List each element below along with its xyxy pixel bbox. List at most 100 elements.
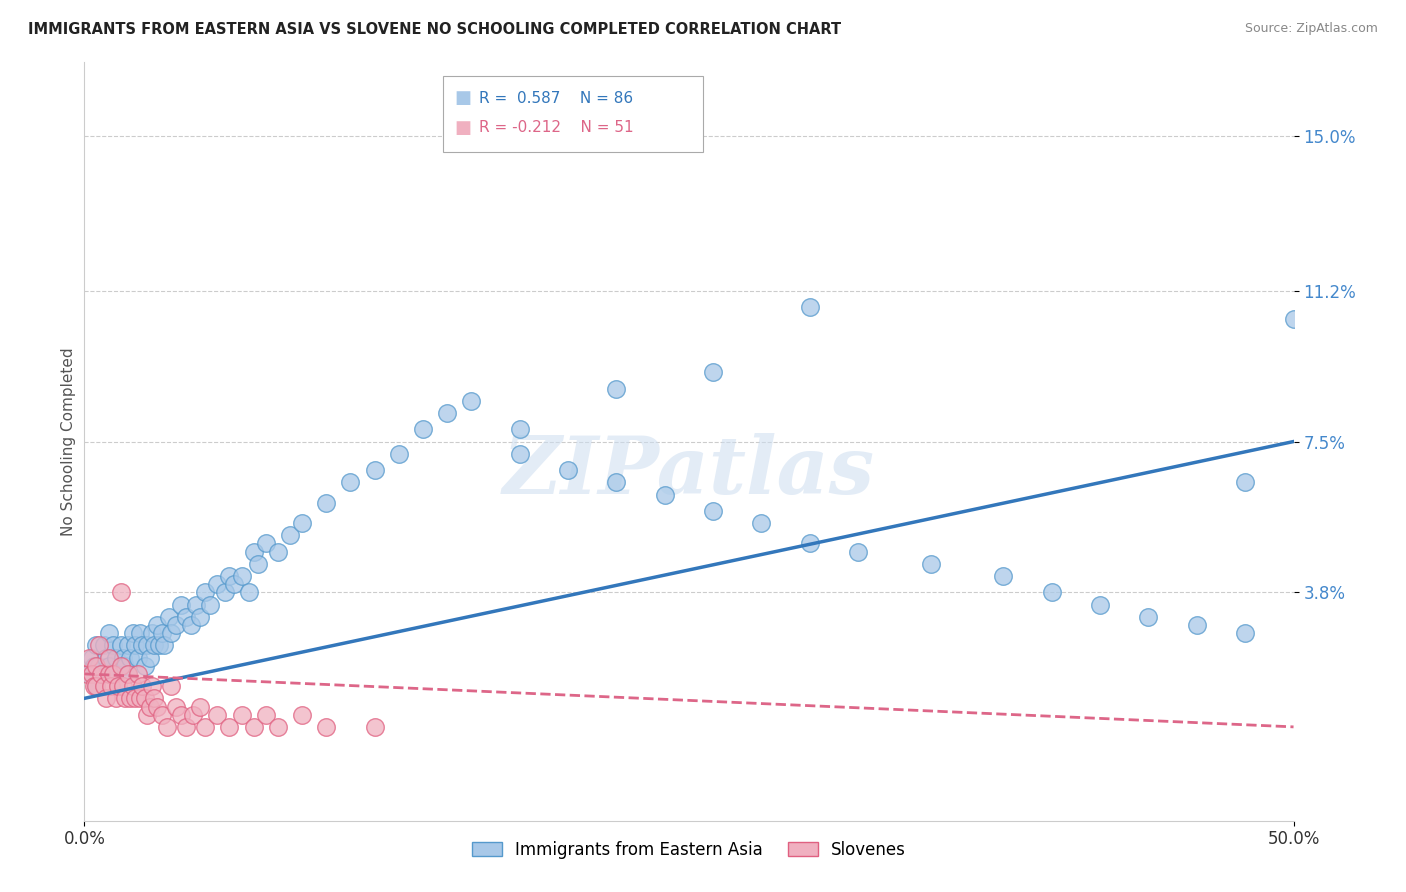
Point [190,699,212,714]
Point [436,406,458,420]
Point [198,598,221,612]
Point [100,666,122,681]
Point [218,569,240,583]
Point [86,679,108,693]
Point [141,626,163,640]
Point [174,720,197,734]
Point [291,707,314,722]
Point [799,536,821,550]
Point [136,638,159,652]
Point [174,610,197,624]
Point [97,658,120,673]
Point [238,585,260,599]
Point [131,679,153,693]
Point [87,638,110,652]
Point [207,577,229,591]
Point [180,618,202,632]
Text: R =  0.587    N = 86: R = 0.587 N = 86 [479,91,634,105]
Point [97,626,120,640]
Point [254,707,277,722]
Point [110,585,132,599]
Text: ■: ■ [454,119,471,136]
Point [993,569,1015,583]
Point [138,699,160,714]
Point [278,528,301,542]
Point [136,707,159,722]
Point [134,691,156,706]
Point [165,699,187,714]
Point [143,691,166,706]
Point [103,638,125,652]
Point [90,666,112,681]
Point [86,638,108,652]
Point [247,557,270,571]
Text: Source: ZipAtlas.com: Source: ZipAtlas.com [1244,22,1378,36]
Point [231,707,253,722]
Point [214,585,236,599]
Point [1234,626,1257,640]
Point [94,691,117,706]
Point [224,577,246,591]
Legend: Immigrants from Eastern Asia, Slovenes: Immigrants from Eastern Asia, Slovenes [465,834,912,865]
Point [107,679,129,693]
Text: ZIPatlas: ZIPatlas [503,434,875,510]
Point [920,557,942,571]
Point [104,650,127,665]
Point [83,679,105,693]
Point [127,666,149,681]
Point [1137,610,1160,624]
Point [654,487,676,501]
Point [315,496,337,510]
Point [242,544,264,558]
Point [702,504,724,518]
Point [218,720,240,734]
Point [120,691,142,706]
Point [363,720,385,734]
Point [460,393,482,408]
Point [339,475,361,490]
Point [160,679,183,693]
Point [509,447,531,461]
Point [94,650,117,665]
Point [160,626,183,640]
Point [141,679,163,693]
Point [100,679,122,693]
Text: R = -0.212    N = 51: R = -0.212 N = 51 [479,120,634,135]
Point [124,691,146,706]
Point [1282,312,1305,326]
Point [170,707,193,722]
Y-axis label: No Schooling Completed: No Schooling Completed [60,347,76,536]
Point [509,422,531,436]
Point [184,598,207,612]
Point [86,658,108,673]
Point [315,720,337,734]
Point [146,618,169,632]
Point [157,610,180,624]
Point [97,666,120,681]
Point [129,626,152,640]
Point [1088,598,1111,612]
Point [170,598,193,612]
Point [1040,585,1063,599]
Point [104,691,127,706]
Point [76,666,98,681]
Point [605,382,627,396]
Point [129,691,152,706]
Point [155,720,177,734]
Point [117,666,139,681]
Point [97,650,120,665]
Point [107,679,129,693]
Text: IMMIGRANTS FROM EASTERN ASIA VS SLOVENE NO SCHOOLING COMPLETED CORRELATION CHART: IMMIGRANTS FROM EASTERN ASIA VS SLOVENE … [28,22,841,37]
Point [93,679,115,693]
Point [231,569,253,583]
Point [799,300,821,314]
Point [242,720,264,734]
Point [112,650,135,665]
Point [86,679,108,693]
Point [751,516,773,530]
Point [110,658,132,673]
Point [120,650,142,665]
Point [143,638,166,652]
Point [131,638,153,652]
Point [77,666,100,681]
